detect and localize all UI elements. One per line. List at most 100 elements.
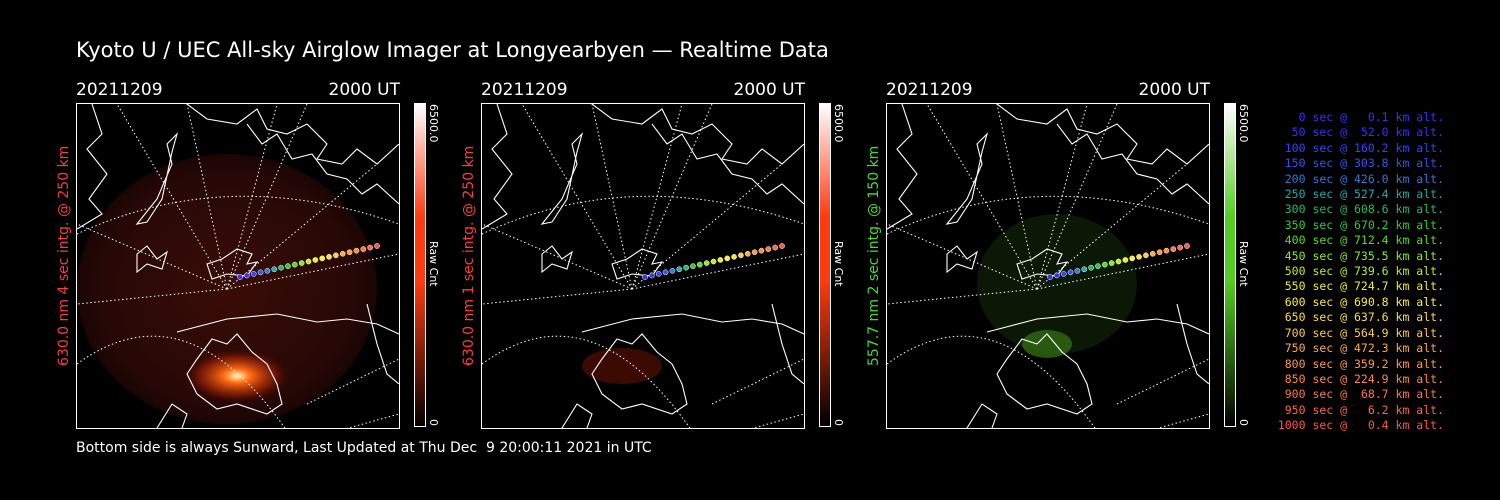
- coastline: [540, 132, 584, 225]
- meridian-line: [631, 253, 804, 290]
- coastline: [771, 303, 804, 385]
- panel-3-side-label: 557.7 nm 2 sec intg. @ 150 km: [866, 145, 882, 366]
- meridian-line: [77, 288, 228, 305]
- coastline: [986, 313, 1209, 335]
- meridian-line: [1036, 253, 1209, 290]
- trajectory-point: [1054, 272, 1060, 279]
- legend-item: 700 sec @ 564.9 km alt.: [1284, 325, 1444, 340]
- legend-item: 500 sec @ 739.6 km alt.: [1284, 264, 1444, 279]
- trajectory-point: [717, 257, 724, 263]
- trajectory-point: [1047, 274, 1053, 280]
- trajectory-point: [703, 260, 710, 266]
- trajectory-point: [1156, 249, 1163, 256]
- meridian-line: [711, 358, 804, 405]
- trajectory-point: [1081, 266, 1088, 273]
- svalbard-coastline: [1016, 248, 1069, 280]
- meridian-line: [482, 223, 633, 290]
- panel-3-colorbar-min: 0: [1237, 419, 1250, 426]
- legend-item: 0 sec @ 0.1 km alt.: [1298, 110, 1444, 124]
- aurora-patch: [1022, 330, 1072, 358]
- trajectory-point: [1163, 247, 1170, 254]
- trajectory-point: [676, 266, 683, 273]
- trajectory-point: [257, 269, 264, 276]
- trajectory-point: [738, 252, 744, 259]
- meridian-line: [226, 253, 399, 290]
- trajectory-point: [779, 243, 785, 249]
- legend-item: 100 sec @ 160.2 km alt.: [1284, 140, 1444, 155]
- trajectory-point: [1149, 250, 1156, 257]
- coastline: [186, 104, 399, 165]
- legend-item: 350 sec @ 670.2 km alt.: [1284, 217, 1444, 232]
- trajectory-point: [1122, 257, 1129, 263]
- meridian-line: [591, 104, 633, 290]
- panel-2-colorbar-min: 0: [832, 419, 845, 426]
- panel-2-colorbar-max: 6500.0: [832, 104, 845, 143]
- panel-3-colorbar-max: 6500.0: [1237, 104, 1250, 143]
- coastline: [651, 123, 804, 205]
- panel-3-date: 20211209: [886, 80, 973, 100]
- legend-item: 200 sec @ 426.0 km alt.: [1284, 171, 1444, 186]
- panel-1-side-label: 630.0 nm 4 sec intg. @ 250 km: [56, 145, 72, 366]
- legend-item: 1000 sec @ 0.4 km alt.: [1277, 418, 1444, 433]
- panel-2-map: [481, 103, 805, 429]
- coastline: [135, 132, 179, 225]
- page-title: Kyoto U / UEC All-sky Airglow Imager at …: [76, 38, 829, 62]
- legend-item: 950 sec @ 6.2 km alt.: [1284, 402, 1444, 417]
- trajectory-point: [731, 254, 737, 260]
- panel-1-colorbar-max: 6500.0: [427, 104, 440, 143]
- coastline: [541, 245, 573, 274]
- coastline: [136, 245, 168, 274]
- trajectory-point: [751, 249, 758, 256]
- legend-item: 900 sec @ 68.7 km alt.: [1284, 387, 1444, 402]
- trajectory-point: [1060, 271, 1067, 277]
- svalbard-coastline: [206, 248, 259, 280]
- panel-2-colorbar-unit: Raw Cnt: [832, 241, 845, 287]
- trajectory-point: [1184, 243, 1190, 249]
- meridian-line: [77, 223, 228, 290]
- trajectory-point: [1108, 260, 1115, 266]
- panel-1-time: 2000 UT: [328, 80, 401, 100]
- panel-2-date: 20211209: [481, 80, 568, 100]
- trajectory-point: [353, 247, 360, 254]
- meridian-line: [226, 104, 308, 290]
- coastline: [77, 104, 108, 230]
- trajectory-point: [1067, 269, 1074, 276]
- trajectory-point: [772, 244, 778, 251]
- panel-1-map: [76, 103, 400, 429]
- latitude-line: [887, 195, 1209, 235]
- meridian-line: [1036, 104, 1118, 290]
- coastline: [887, 104, 918, 230]
- meridian-line: [631, 104, 713, 290]
- legend-item: 650 sec @ 637.6 km alt.: [1284, 310, 1444, 325]
- panel-2-side-label: 630.0 nm 1 sec intg. @ 250 km: [461, 145, 477, 366]
- trajectory-point: [346, 249, 353, 256]
- coastline: [561, 403, 593, 428]
- trajectory-point: [360, 246, 367, 252]
- trajectory-point: [1074, 267, 1081, 274]
- trajectory-point: [1170, 246, 1177, 252]
- trajectory-point: [724, 255, 731, 262]
- latitude-line: [887, 335, 1096, 428]
- coastline: [366, 303, 399, 385]
- trajectory-point: [1136, 254, 1142, 260]
- trajectory-point: [662, 269, 669, 276]
- coastline: [1176, 303, 1209, 385]
- panel-1-colorbar: [414, 103, 426, 427]
- panel-1-date: 20211209: [76, 80, 163, 100]
- legend-item: 750 sec @ 472.3 km alt.: [1284, 341, 1444, 356]
- trajectory-point: [1129, 255, 1136, 262]
- coastline: [966, 403, 998, 428]
- coastline: [996, 333, 1093, 415]
- panel-2-colorbar: [819, 103, 831, 427]
- trajectory-point: [683, 264, 689, 271]
- meridian-line: [1156, 413, 1209, 428]
- trajectory-point: [1143, 252, 1149, 259]
- meridian-line: [346, 413, 399, 428]
- trajectory-point: [312, 257, 319, 263]
- trajectory-point: [326, 254, 332, 260]
- trajectory-point: [285, 263, 291, 269]
- airglow-disk: [977, 214, 1137, 354]
- coastline: [176, 313, 399, 335]
- trajectory-point: [298, 260, 305, 266]
- trajectory-point: [655, 271, 662, 277]
